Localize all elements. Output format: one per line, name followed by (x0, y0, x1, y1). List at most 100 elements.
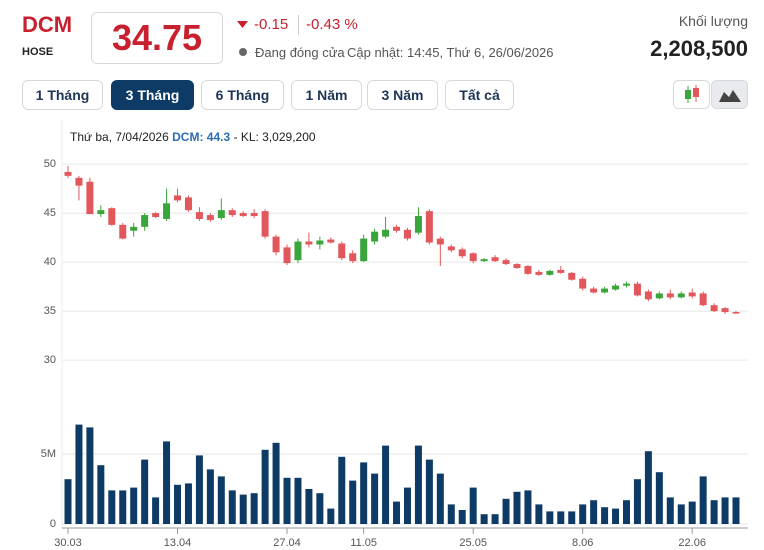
volume-bar (447, 504, 455, 524)
volume-bar (590, 500, 598, 524)
candle-body (141, 215, 149, 227)
volume-label: Khối lượng (678, 13, 748, 29)
volume-bar (557, 511, 565, 524)
volume-bar (327, 508, 335, 524)
range-button[interactable]: 6 Tháng (201, 80, 284, 110)
candle-body (546, 270, 554, 275)
candle-body (721, 308, 729, 313)
volume-bar (152, 497, 160, 524)
tooltip: Thứ ba, 7/04/2026 DCM: 44.3 - KL: 3,029,… (70, 130, 316, 144)
volume-bar (283, 477, 291, 524)
candle-body (130, 226, 138, 231)
candle-body (327, 239, 335, 243)
candle-body (97, 210, 105, 215)
candle-body (163, 203, 171, 219)
x-tick-label: 13.04 (164, 537, 192, 549)
volume-bar (108, 490, 116, 524)
price: 34.75 (91, 12, 223, 64)
candle-body (174, 195, 182, 201)
status: Đang đóng cửa (255, 45, 345, 60)
candle-body (403, 229, 411, 239)
candle-body (491, 257, 499, 262)
x-tick-label: 30.03 (54, 537, 82, 549)
chart-type-toggle[interactable] (673, 80, 749, 110)
volume-bar (655, 472, 663, 524)
volume-bar (732, 497, 740, 524)
volume-tick-label: 0 (50, 518, 56, 530)
volume-bar (305, 489, 313, 524)
candle-body (425, 211, 433, 243)
volume-bar (480, 514, 488, 524)
candle-body (535, 271, 543, 275)
volume-bar (195, 455, 203, 524)
tooltip-volume: - KL: 3,029,200 (233, 130, 316, 144)
volume-bar (75, 424, 83, 524)
candle-body (239, 213, 247, 217)
volume-bar (622, 500, 630, 524)
candle-body (480, 259, 488, 262)
y-tick-label: 30 (44, 354, 56, 366)
candle-body (601, 288, 609, 293)
volume-bar (141, 459, 149, 524)
y-tick-label: 40 (44, 256, 56, 268)
range-button[interactable]: 3 Năm (367, 80, 438, 110)
volume-bar (458, 510, 466, 524)
candle-body (469, 253, 477, 262)
range-button[interactable]: Tất cả (445, 80, 514, 110)
candle-body (305, 241, 313, 245)
volume-bar (371, 473, 379, 524)
volume-bar (86, 427, 94, 524)
candle-body (316, 240, 324, 245)
x-tick-label: 8.06 (572, 537, 593, 549)
volume-bar (163, 441, 171, 524)
y-tick-label: 35 (44, 305, 56, 317)
volume-bar (469, 487, 477, 524)
volume-bar (436, 473, 444, 524)
candle-body (557, 269, 565, 273)
volume-bar (261, 449, 269, 524)
tooltip-price: DCM: 44.3 (172, 130, 231, 144)
candle-body (261, 211, 269, 237)
candle-body (283, 247, 291, 264)
volume-bar (228, 490, 236, 524)
volume-bar (546, 511, 554, 524)
candle-body (338, 243, 346, 259)
candle-body (732, 312, 740, 314)
candle-body (75, 177, 83, 186)
candle-body (447, 246, 455, 251)
candle-body (360, 238, 368, 262)
volume-tick-label: 5M (41, 448, 56, 460)
volume-bar (64, 479, 72, 524)
candle-body (524, 266, 532, 274)
volume-bar (601, 507, 609, 524)
y-tick-label: 45 (44, 207, 56, 219)
candle-body (349, 253, 357, 262)
volume-bar (119, 490, 127, 524)
volume-bar (513, 491, 521, 524)
volume-bar (710, 500, 718, 524)
candle-body (371, 231, 379, 242)
down-arrow (237, 21, 248, 28)
volume-bar (338, 456, 346, 524)
change: -0.15 (254, 16, 289, 33)
candle-body (502, 260, 510, 265)
volume-bar (568, 511, 576, 524)
candle-body (666, 293, 674, 298)
candle-body (64, 171, 72, 176)
x-tick-label: 25.05 (459, 537, 487, 549)
volume-bar (206, 469, 214, 524)
range-button[interactable]: 1 Năm (291, 80, 362, 110)
volume-bar (217, 476, 225, 524)
candle-body (119, 224, 127, 239)
change-pct: -0.43 % (306, 16, 358, 33)
candle-body (633, 283, 641, 296)
range-button[interactable]: 3 Tháng (111, 80, 194, 110)
status-dot (239, 48, 247, 56)
candle-body (152, 213, 160, 218)
exchange: HOSE (22, 46, 54, 58)
volume-bar (524, 490, 532, 524)
candle-body (655, 293, 663, 299)
range-button[interactable]: 1 Tháng (22, 80, 103, 110)
volume-bar (403, 487, 411, 524)
